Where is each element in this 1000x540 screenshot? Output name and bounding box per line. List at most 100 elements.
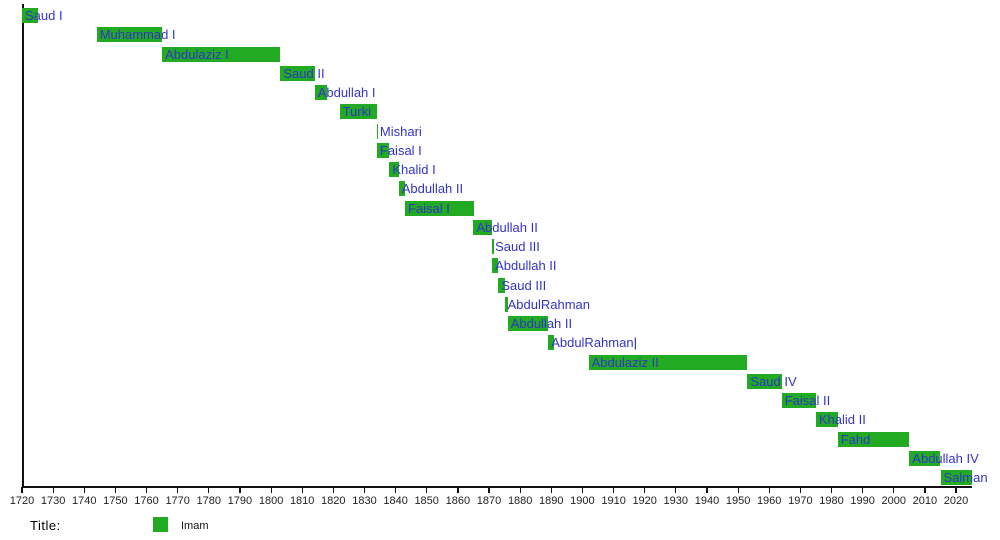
timeline-bar-fahd-22 [837, 431, 910, 447]
axis-tick-label-1850: 1850 [414, 495, 439, 507]
timeline-bar-salman-24 [940, 470, 972, 485]
axis-tick-label-1820: 1820 [321, 495, 346, 507]
timeline-bar-label-abdullah-i-4[interactable]: Abdullah I [317, 85, 376, 100]
timeline-bar-abdulrahman-15 [504, 296, 508, 312]
axis-tick-2010 [924, 487, 926, 493]
axis-tick-label-1990: 1990 [850, 495, 875, 507]
timeline-bar-label-faisal-i-10[interactable]: Faisal I [408, 200, 450, 216]
timeline-bar-saud-iv-19 [747, 373, 782, 389]
timeline-bar-label-turki-5[interactable]: Turki [342, 104, 371, 120]
axis-tick-label-1950: 1950 [725, 495, 751, 507]
timeline-bar-abdulrahman-17 [548, 335, 555, 351]
axis-tick-1860 [457, 487, 459, 493]
timeline-bar-faisal-i-10 [405, 200, 474, 216]
axis-tick-1980 [830, 487, 833, 493]
timeline-bar-muhammad-i-1 [96, 27, 163, 43]
axis-tick-1740 [83, 487, 85, 493]
axis-tick-label-1840: 1840 [383, 495, 408, 507]
axis-tick-1830 [363, 487, 366, 493]
timeline-bar-label-abdulrahman-15[interactable]: AbdulRahman [507, 296, 590, 312]
timeline-bar-label-abdulaziz-i-2[interactable]: Abdulaziz I [165, 46, 229, 62]
axis-tick-1920 [644, 487, 646, 493]
timeline-bar-label-saud-iii-14[interactable]: Saud III [501, 277, 547, 293]
timeline-bar-label-salman-24[interactable]: Salman [943, 470, 988, 485]
axis-tick-label-1940: 1940 [694, 495, 720, 507]
timeline-bar-khalid-ii-21 [815, 412, 838, 428]
axis-tick-1880 [519, 487, 521, 493]
axis-tick-label-1800: 1800 [258, 495, 284, 507]
timeline-bar-label-abdulaziz-ii-18[interactable]: Abdulaziz II [591, 354, 659, 370]
legend-label-imam: Imam [181, 520, 209, 532]
axis-tick-label-1890: 1890 [539, 495, 564, 507]
axis-tick-label-1790: 1790 [227, 495, 253, 507]
axis-tick-1800 [270, 487, 272, 493]
axis-tick-label-1910: 1910 [601, 495, 626, 507]
timeline-bar-turki-5 [339, 104, 377, 120]
timeline-bar-label-saud-iv-19[interactable]: Saud IV [750, 373, 797, 389]
timeline-bar-label-saud-ii-3[interactable]: Saud II [283, 65, 325, 81]
axis-tick-label-1980: 1980 [819, 495, 844, 507]
axis-tick-label-1960: 1960 [756, 495, 782, 507]
axis-tick-1850 [426, 487, 428, 493]
axis-tick-label-1930: 1930 [663, 495, 689, 507]
axis-tick-1910 [613, 487, 615, 493]
axis-tick-2020 [955, 487, 957, 493]
axis-tick-label-1740: 1740 [72, 495, 97, 507]
timeline-bar-label-faisal-i-7[interactable]: Faisal I [379, 142, 422, 158]
timeline-bar-label-abdullah-ii-13[interactable]: Abdullah II [495, 258, 557, 274]
timeline-bar-label-muhammad-i-1[interactable]: Muhammad I [99, 27, 176, 43]
axis-tick-label-2020: 2020 [943, 495, 969, 507]
axis-tick-label-1900: 1900 [570, 495, 595, 507]
timeline-bar-mishari-6 [376, 123, 379, 139]
axis-tick-1720 [21, 487, 23, 493]
timeline-bar-abdullah-ii-13 [492, 258, 499, 274]
timeline-bar-abdullah-i-4 [314, 85, 328, 100]
axis-tick-label-1880: 1880 [507, 495, 533, 507]
axis-tick-1870 [488, 487, 490, 493]
timeline-bar-label-saud-i-0[interactable]: Saud I [25, 8, 63, 23]
axis-tick-2000 [893, 487, 895, 493]
timeline-bar-label-khalid-i-8[interactable]: Khalid I [392, 162, 436, 177]
axis-tick-1950 [737, 487, 739, 493]
timeline-bar-abdullah-iv-23 [909, 450, 941, 466]
timeline-bar-abdulaziz-ii-18 [588, 354, 748, 370]
axis-tick-label-1870: 1870 [476, 495, 502, 507]
timeline-bar-label-abdullah-ii-9[interactable]: Abdullah II [401, 181, 464, 197]
x-axis-line [22, 486, 972, 488]
timeline-bar-label-abdulrahman-17[interactable]: AbdulRahman| [551, 335, 637, 351]
timeline-bar-saud-iii-12 [492, 239, 494, 254]
timeline-bar-label-khalid-ii-21[interactable]: Khalid II [818, 412, 866, 428]
axis-tick-label-1720: 1720 [9, 495, 35, 507]
timeline-bar-abdulaziz-i-2 [162, 46, 281, 62]
axis-tick-label-1810: 1810 [289, 495, 315, 507]
plot-left-border [22, 4, 24, 487]
axis-tick-label-1730: 1730 [40, 495, 66, 507]
timeline-bar-label-fahd-22[interactable]: Fahd [840, 431, 871, 447]
axis-tick-label-2010: 2010 [912, 495, 938, 507]
axis-tick-label-1760: 1760 [134, 495, 159, 507]
timeline-bar-label-abdullah-iv-23[interactable]: Abdullah IV [912, 450, 979, 466]
axis-tick-1820 [332, 487, 334, 493]
timeline-bar-abdullah-ii-11 [473, 219, 493, 235]
axis-tick-1960 [768, 487, 770, 493]
timeline-bar-label-saud-iii-12[interactable]: Saud III [495, 239, 540, 254]
axis-tick-1780 [208, 487, 210, 493]
label-suffix-mark: | [633, 335, 637, 351]
axis-tick-1970 [799, 487, 802, 493]
timeline-bar-saud-iii-14 [498, 277, 505, 293]
axis-tick-1810 [301, 487, 303, 493]
timeline-bar-label-faisal-ii-20[interactable]: Faisal II [784, 393, 831, 408]
timeline-bar-label-abdullah-ii-11[interactable]: Abdullah II [476, 219, 538, 235]
timeline-bar-saud-ii-3 [280, 65, 315, 81]
axis-tick-label-1920: 1920 [632, 495, 657, 507]
axis-tick-1840 [395, 487, 397, 493]
timeline-bar-label-mishari-6[interactable]: Mishari [379, 123, 422, 139]
timeline-bar-label-abdullah-ii-16[interactable]: Abdullah II [510, 316, 573, 331]
timeline-bar-faisal-ii-20 [781, 393, 816, 408]
axis-tick-1760 [145, 487, 148, 493]
axis-tick-label-1780: 1780 [196, 495, 222, 507]
legend-bar: Title: Imam [0, 516, 1000, 536]
axis-tick-label-1750: 1750 [103, 495, 128, 507]
